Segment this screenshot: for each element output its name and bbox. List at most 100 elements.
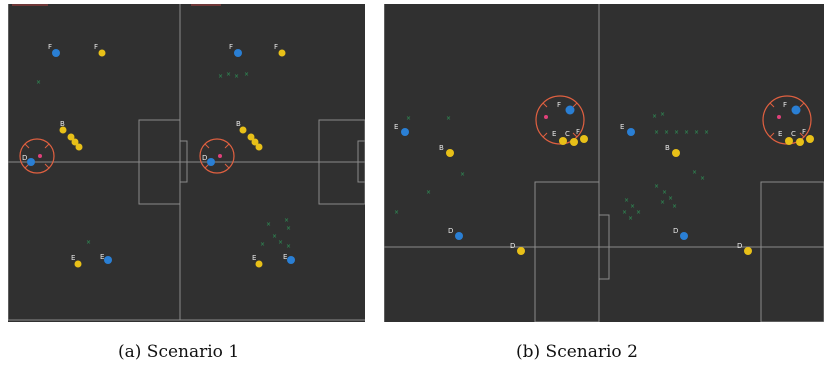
player-group-yellow: E C F	[778, 128, 814, 146]
svg-text:×: ×	[694, 129, 699, 136]
svg-text:C: C	[565, 130, 570, 138]
svg-text:×: ×	[636, 209, 641, 216]
svg-text:F: F	[802, 128, 806, 136]
svg-text:×: ×	[260, 241, 265, 248]
svg-text:×: ×	[286, 225, 291, 232]
svg-text:F: F	[229, 43, 233, 51]
ball-icon	[544, 115, 548, 119]
svg-text:D: D	[448, 227, 453, 235]
scenario-1-pitch: ×× F F B D E	[8, 4, 365, 321]
svg-text:×: ×	[226, 71, 231, 78]
svg-text:B: B	[60, 120, 65, 128]
player-f-blue: F	[229, 43, 242, 57]
svg-text:F: F	[94, 43, 98, 51]
svg-text:B: B	[236, 120, 241, 128]
svg-text:×: ×	[218, 73, 223, 80]
player-f-yellow: F	[274, 43, 286, 57]
player-f-blue: F	[557, 101, 575, 115]
marker-icons: ××	[36, 79, 91, 246]
svg-text:×: ×	[278, 239, 283, 246]
player-f-yellow: F	[94, 43, 106, 57]
svg-text:E: E	[252, 254, 256, 262]
svg-text:×: ×	[426, 189, 431, 196]
svg-text:×: ×	[286, 243, 291, 250]
svg-text:D: D	[202, 154, 207, 162]
player-group-yellow: E C F	[552, 128, 588, 146]
svg-text:×: ×	[700, 175, 705, 182]
player-e-blue: E	[283, 253, 295, 264]
ball-icon	[218, 154, 222, 158]
svg-text:×: ×	[660, 111, 665, 118]
player-d-yellow: D	[737, 242, 752, 255]
possession-circle	[535, 95, 585, 145]
player-e-blue: E	[100, 253, 112, 264]
player-d-blue: D	[448, 227, 463, 240]
svg-text:×: ×	[624, 197, 629, 204]
svg-text:E: E	[100, 253, 104, 261]
svg-text:×: ×	[704, 129, 709, 136]
svg-text:×: ×	[630, 203, 635, 210]
player-e-blue: E	[620, 123, 635, 136]
player-b-yellow: B	[439, 144, 454, 157]
svg-text:×: ×	[662, 189, 667, 196]
svg-text:×: ×	[86, 239, 91, 246]
player-e-yellow: E	[252, 254, 263, 268]
svg-text:×: ×	[652, 113, 657, 120]
svg-text:×: ×	[36, 79, 41, 86]
scenario-2-right-half: × × × × × × × × ×× ××× ×× ××× ×× E B D	[620, 95, 814, 255]
svg-text:×: ×	[660, 199, 665, 206]
scenario-2-panel: × × × × × E B D D F	[384, 4, 824, 322]
player-d-blue: D	[202, 154, 215, 166]
svg-text:D: D	[22, 154, 27, 162]
svg-text:×: ×	[284, 217, 289, 224]
svg-text:E: E	[71, 254, 75, 262]
marker-icons: × × × × ×	[394, 115, 465, 216]
caption-scenario-2: (b) Scenario 2	[516, 342, 638, 362]
svg-text:E: E	[620, 123, 624, 131]
player-d-blue: D	[22, 154, 35, 166]
svg-text:×: ×	[628, 215, 633, 222]
svg-text:D: D	[737, 242, 742, 250]
possession-circle	[19, 138, 55, 174]
ball-icon	[38, 154, 42, 158]
svg-text:E: E	[552, 130, 556, 138]
player-e-blue: E	[394, 123, 409, 136]
svg-text:×: ×	[654, 129, 659, 136]
svg-text:×: ×	[668, 195, 673, 202]
svg-text:×: ×	[684, 129, 689, 136]
player-d-blue: D	[673, 227, 688, 240]
svg-text:×: ×	[406, 115, 411, 122]
svg-text:×: ×	[672, 203, 677, 210]
svg-text:D: D	[673, 227, 678, 235]
scenario-1-panel: × × F F B D E	[8, 4, 365, 322]
svg-text:F: F	[48, 43, 52, 51]
svg-text:F: F	[274, 43, 278, 51]
svg-text:E: E	[778, 130, 782, 138]
marker-icons: × × × × ××× ×× ××	[218, 71, 291, 250]
svg-text:×: ×	[234, 73, 239, 80]
player-f-blue: F	[783, 101, 801, 115]
svg-text:×: ×	[244, 71, 249, 78]
caption-scenario-1: (a) Scenario 1	[118, 342, 240, 362]
scenario-2-left-half: × × × × × E B D D F	[394, 95, 588, 255]
svg-text:×: ×	[446, 115, 451, 122]
svg-text:F: F	[576, 128, 580, 136]
player-d-yellow: D	[510, 242, 525, 255]
svg-text:×: ×	[460, 171, 465, 178]
svg-text:F: F	[557, 101, 561, 109]
svg-text:×: ×	[654, 183, 659, 190]
svg-text:×: ×	[272, 233, 277, 240]
svg-text:E: E	[283, 253, 287, 261]
player-e-yellow: E	[71, 254, 82, 268]
pitch-lines	[384, 4, 824, 322]
svg-text:E: E	[394, 123, 398, 131]
svg-text:B: B	[439, 144, 444, 152]
svg-text:×: ×	[394, 209, 399, 216]
scenario-1-right-half: × × × × ××× ×× ×× F F B D	[199, 43, 295, 268]
marker-icons: × × × × × × × × ×× ××× ×× ××× ××	[622, 111, 709, 222]
svg-text:×: ×	[622, 209, 627, 216]
player-b-yellow: B	[665, 144, 680, 157]
circle-ticks	[542, 102, 578, 138]
svg-text:×: ×	[674, 129, 679, 136]
possession-circle	[199, 138, 235, 174]
